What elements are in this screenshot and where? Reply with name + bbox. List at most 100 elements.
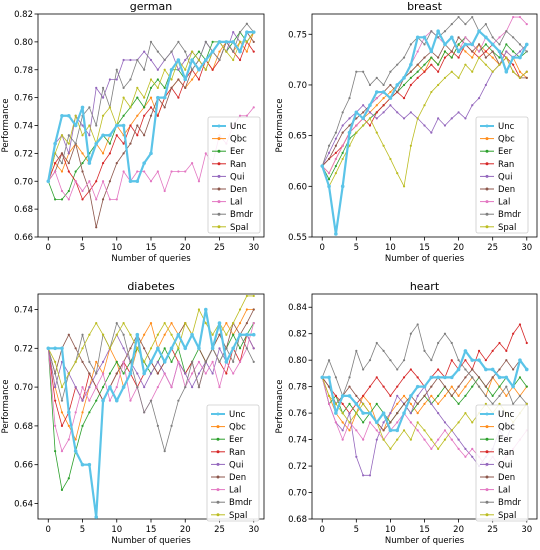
legend-label-Den: Den: [498, 185, 515, 195]
data-point-Bmdr: [95, 372, 98, 375]
legend-label-Qui: Qui: [498, 172, 512, 182]
data-point-Lal: [409, 421, 412, 424]
data-point-Qui: [362, 474, 365, 477]
data-point-Qui: [143, 386, 146, 389]
data-point-Eer: [156, 78, 159, 81]
data-point-Unc: [361, 116, 365, 121]
data-point-Lal: [341, 144, 344, 147]
data-point-Spal: [149, 78, 153, 81]
data-point-Den: [416, 402, 419, 405]
data-point-Spal: [232, 58, 235, 62]
x-tick-label: 0: [46, 525, 51, 535]
data-point-Ran: [368, 385, 372, 388]
legend-marker-Qui: [485, 174, 489, 178]
data-point-Ran: [252, 50, 255, 53]
data-point-Den: [423, 394, 426, 398]
data-point-Bmdr: [156, 424, 159, 427]
data-point-Eer: [149, 86, 153, 89]
data-point-Qui: [122, 347, 125, 350]
legend-label-Lal: Lal: [498, 486, 510, 496]
data-point-Lal: [450, 438, 453, 441]
data-point-Ran: [423, 70, 426, 73]
legend-box: [475, 404, 529, 522]
data-point-Den: [129, 142, 132, 145]
data-point-Unc: [490, 42, 495, 47]
data-point-Unc: [87, 161, 92, 165]
data-point-Spal: [471, 70, 474, 73]
data-point-Unc: [436, 375, 440, 380]
data-point-Qui: [67, 152, 70, 155]
data-point-Qbc: [170, 321, 173, 325]
data-point-Qui: [143, 50, 146, 53]
data-point-Spal: [156, 333, 159, 336]
series-layer: [46, 294, 256, 519]
data-point-Ran: [177, 96, 180, 99]
data-point-Bmdr: [67, 134, 70, 137]
data-point-Lal: [190, 372, 194, 375]
y-tick-label: 0.78: [14, 66, 33, 76]
data-point-Lal: [122, 360, 125, 363]
legend-marker-Ran: [217, 162, 221, 166]
data-point-Eer: [108, 142, 112, 145]
data-point-Unc: [409, 62, 413, 67]
data-point-Spal: [129, 333, 132, 336]
y-tick-label: 0.64: [14, 499, 33, 509]
data-point-Spal: [143, 360, 146, 363]
data-point-Qui: [382, 111, 385, 114]
data-point-Spal: [498, 402, 501, 405]
data-point-Qbc: [190, 78, 194, 81]
y-tick-label: 0.76: [14, 94, 33, 104]
data-point-Qui: [402, 117, 406, 120]
legend-marker-Den: [217, 187, 221, 191]
x-tick-label: 10: [111, 525, 122, 535]
data-point-Unc: [114, 123, 119, 128]
data-point-Spal: [416, 117, 419, 120]
legend-marker-Qui: [216, 462, 220, 466]
data-point-Den: [402, 402, 406, 405]
data-point-Unc: [162, 95, 167, 100]
data-point-Unc: [484, 35, 488, 40]
data-point-Qbc: [437, 402, 440, 405]
data-point-Bmdr: [518, 394, 522, 398]
data-point-Eer: [81, 424, 84, 427]
data-point-Qbc: [74, 438, 77, 441]
data-point-Eer: [505, 43, 508, 46]
data-point-Den: [60, 152, 64, 155]
data-point-Unc: [449, 35, 454, 40]
data-point-Unc: [320, 375, 325, 380]
data-point-Spal: [430, 90, 433, 94]
data-point-Qui: [115, 78, 118, 81]
data-point-Qui: [197, 372, 201, 375]
data-point-Bmdr: [204, 40, 207, 43]
data-point-Bmdr: [245, 22, 248, 25]
legend-label-Eer: Eer: [229, 435, 244, 445]
x-tick-label: 0: [320, 243, 325, 253]
data-point-Den: [156, 372, 159, 375]
data-point-Eer: [409, 76, 412, 79]
data-point-Bmdr: [525, 50, 528, 53]
data-point-Qbc: [402, 394, 406, 398]
legend-marker-Qbc: [216, 425, 220, 429]
data-point-Bmdr: [232, 50, 235, 53]
data-point-Ran: [382, 104, 385, 107]
data-point-Lal: [512, 15, 515, 19]
data-point-Lal: [443, 429, 447, 432]
data-point-Ran: [60, 424, 64, 427]
data-point-Unc: [60, 113, 64, 118]
data-point-Den: [334, 144, 337, 147]
data-point-Qui: [81, 124, 84, 127]
data-point-Qui: [122, 58, 125, 62]
data-point-Lal: [190, 162, 194, 165]
data-point-Unc: [142, 161, 146, 165]
x-tick-label: 10: [385, 525, 396, 535]
data-point-Ran: [402, 97, 406, 100]
legend-marker-Ran: [485, 450, 489, 454]
data-point-Qui: [74, 386, 77, 389]
data-point-Den: [88, 372, 91, 375]
data-point-Qbc: [443, 394, 447, 398]
data-point-Eer: [60, 198, 64, 201]
data-point-Qbc: [81, 152, 84, 155]
chart-title: heart: [410, 280, 440, 293]
data-point-Unc: [456, 367, 461, 372]
data-point-Unc: [381, 90, 386, 94]
